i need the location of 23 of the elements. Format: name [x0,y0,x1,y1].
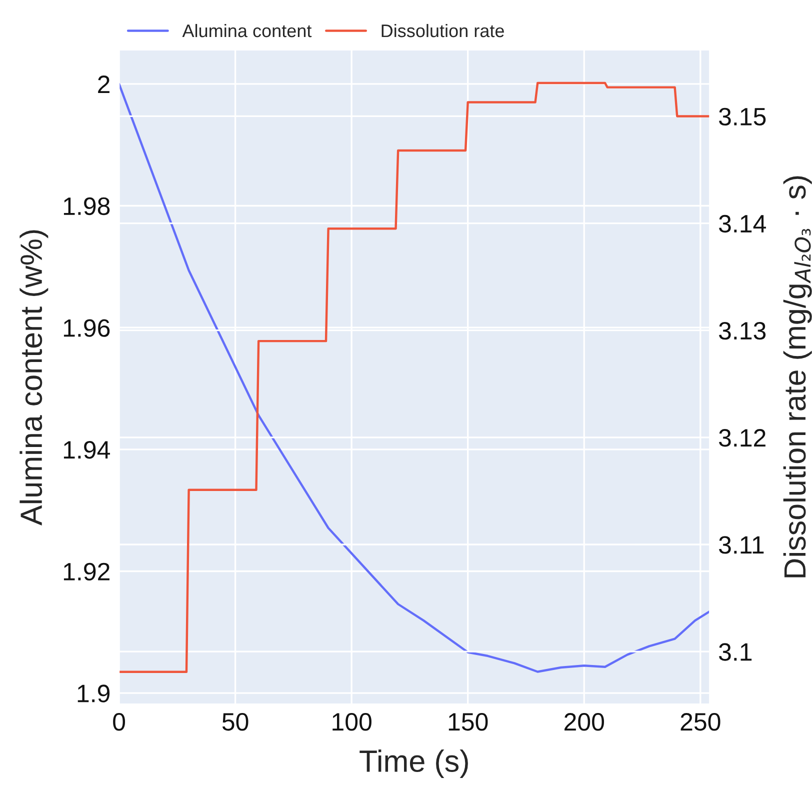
x-tick-label: 100 [332,713,372,731]
x-tick-label: 150 [448,713,488,731]
y-tick-label: 1.98 [64,197,110,216]
y2-tick-label: 3.12 [718,429,766,447]
y2-tick-label: 3.15 [718,108,766,126]
y2-axis-title: Dissolution rate (mg/g$_{Al₂O₃}$ · s) [783,176,812,578]
y-tick-label: 1.92 [64,562,110,581]
y2-tick-label: 3.13 [718,322,766,340]
y-tick-label: 2 [98,76,110,93]
y2-tick-label: 3.11 [718,536,764,554]
x-tick-label: 0 [113,713,126,731]
legend-label: Alumina content [182,24,312,38]
y2-tick-label: 3.1 [718,643,752,661]
y2-tick-label: 3.14 [718,214,766,233]
y-tick-label: 1.94 [64,441,110,459]
y-axis-title: Alumina content (w%) [20,230,48,526]
y-tick-label: 1.96 [64,319,110,337]
x-tick-label: 50 [222,713,248,731]
y-tick-label: 1.9 [78,684,110,702]
legend-label: Dissolution rate [382,24,504,38]
x-axis-title: Time (s) [360,750,468,778]
x-tick-label: 250 [680,713,720,731]
x-tick-label: 200 [564,713,604,731]
